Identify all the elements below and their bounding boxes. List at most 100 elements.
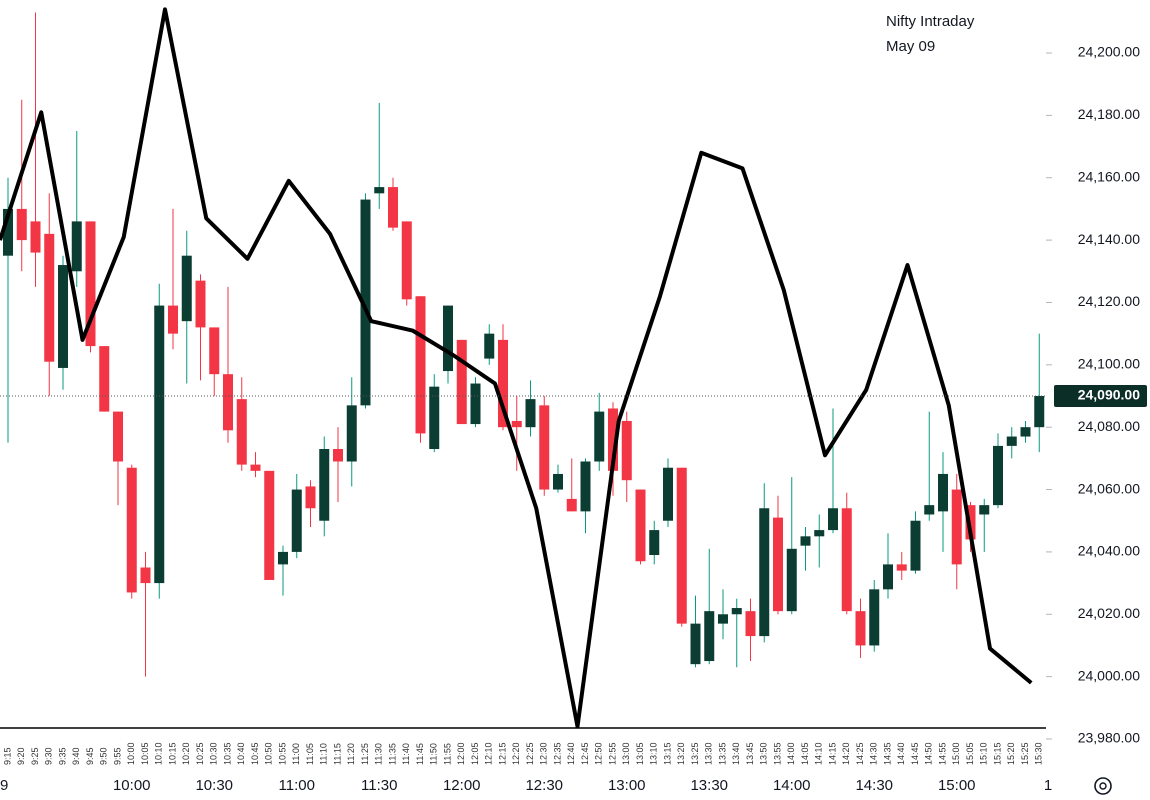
candle-body	[649, 530, 660, 556]
candle-body	[731, 608, 742, 615]
x-tick-label: 13:35	[717, 742, 727, 765]
x-tick-label: 12:10	[484, 742, 494, 765]
x-tick-label: 13:55	[772, 742, 782, 765]
candle-body	[305, 486, 316, 509]
candle-body	[663, 467, 673, 521]
candle-body	[773, 517, 783, 612]
x-tick-label: 9:55	[112, 747, 122, 765]
candle-body	[85, 221, 96, 347]
x-tick-label: 13:40	[731, 742, 741, 765]
y-tick-label: 24,140.00	[1078, 231, 1140, 247]
candle-body	[181, 255, 192, 322]
candle-body	[704, 611, 715, 662]
x-tick-label: 11:35	[387, 743, 397, 765]
candle-body	[869, 589, 880, 646]
candle-body	[745, 611, 756, 637]
candle-body	[718, 614, 728, 624]
x-tick-label: 9:25	[30, 747, 40, 765]
x-tick-label: 14:00	[786, 742, 796, 765]
candle-body	[291, 489, 302, 552]
annotation: Nifty Intraday	[886, 13, 975, 30]
x-tick-label: 13:45	[745, 742, 755, 765]
candle-body	[415, 296, 426, 434]
candle-body	[223, 374, 233, 431]
candle-body	[346, 405, 357, 462]
x-tick-label: 9:40	[71, 747, 81, 765]
x-tick-label: 11:00	[291, 743, 301, 765]
settings-icon[interactable]	[1094, 777, 1112, 795]
candle-body	[429, 386, 440, 450]
candle-body	[938, 473, 948, 512]
candle-body	[621, 420, 632, 481]
x-tick-label: 9:45	[85, 747, 95, 765]
x-tick-label: 11:10	[319, 743, 329, 765]
candle-body	[525, 399, 536, 428]
time-label: 1	[1044, 777, 1052, 794]
x-tick-label: 13:30	[704, 742, 714, 765]
candle-body	[456, 339, 467, 425]
x-tick-label: 12:20	[511, 742, 521, 765]
candle-body	[71, 221, 82, 272]
candle-body	[759, 508, 770, 637]
y-tick-label: 24,100.00	[1078, 356, 1140, 372]
x-tick-label: 13:00	[621, 742, 631, 765]
candle-body	[16, 208, 27, 241]
candle-body	[401, 221, 412, 300]
candle-body	[910, 520, 921, 571]
y-tick-label: 24,120.00	[1078, 293, 1140, 309]
x-tick-label: 11:20	[346, 743, 356, 765]
candle-body	[800, 536, 811, 546]
time-label: 14:30	[855, 777, 893, 794]
x-tick-label: 9:30	[44, 747, 54, 765]
x-tick-label: 14:30	[869, 742, 879, 765]
candle-body	[360, 199, 371, 406]
x-tick-label: 12:25	[525, 742, 535, 765]
y-tick-label: 24,180.00	[1078, 106, 1140, 122]
candle-body	[841, 508, 852, 612]
x-tick-label: 15:15	[992, 742, 1002, 765]
candle-body	[236, 399, 247, 465]
candle-body	[855, 611, 866, 646]
x-tick-label: 11:15	[332, 743, 342, 765]
x-tick-label: 13:25	[690, 742, 700, 765]
candle-body	[566, 498, 577, 512]
candle-body	[58, 265, 68, 368]
candle-body	[1020, 427, 1031, 437]
x-tick-label: 10:45	[250, 742, 260, 765]
x-tick-label: 15:30	[1034, 742, 1044, 765]
candle-body	[44, 233, 55, 362]
candle-body	[388, 187, 398, 228]
x-tick-label: 10:05	[140, 742, 150, 765]
candle-body	[883, 564, 893, 590]
x-tick-label: 10:00	[126, 742, 136, 765]
candle-body	[30, 221, 41, 253]
candle-body	[470, 383, 481, 425]
x-tick-label: 9:15	[2, 747, 12, 765]
x-tick-label: 12:30	[539, 742, 549, 765]
x-tick-label: 10:15	[167, 742, 177, 765]
candle-body	[278, 551, 288, 565]
y-tick-label: 24,200.00	[1078, 44, 1140, 60]
candle-body	[676, 467, 687, 624]
candle-body	[814, 530, 825, 537]
time-label: 9	[0, 777, 8, 794]
overlay-line	[0, 7, 1033, 729]
candle-body	[786, 548, 797, 612]
time-label: 13:30	[690, 777, 728, 794]
candle-body	[828, 508, 838, 531]
x-tick-label: 14:25	[855, 742, 865, 765]
annotation: May 09	[886, 38, 935, 55]
x-tick-label: 14:15	[827, 742, 837, 765]
candle-body	[498, 339, 508, 428]
candle-body	[993, 445, 1003, 506]
x-tick-label: 12:55	[607, 742, 617, 765]
time-label: 11:00	[279, 777, 315, 794]
candle-body	[896, 564, 907, 571]
candle-body	[154, 305, 165, 584]
x-tick-label: 14:05	[800, 742, 810, 765]
candle-body	[1006, 436, 1017, 446]
x-tick-label: 11:45	[415, 743, 425, 765]
x-tick-label: 11:25	[360, 743, 370, 765]
x-tick-label: 14:50	[924, 742, 934, 765]
